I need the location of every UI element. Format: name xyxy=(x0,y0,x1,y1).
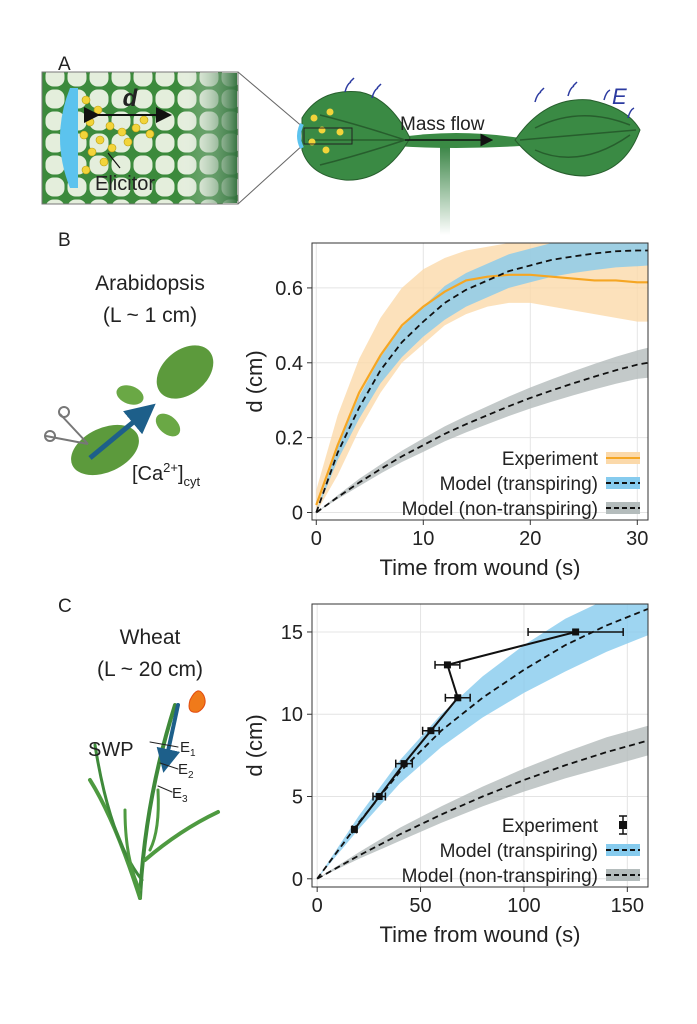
electrode-label: E2 xyxy=(178,761,194,781)
x-tick-label: 20 xyxy=(519,528,541,550)
length-label: (L ~ 1 cm) xyxy=(103,304,197,327)
electrode-text: E xyxy=(178,761,188,778)
x-tick-label: 0 xyxy=(312,895,323,917)
x-tick-label: 10 xyxy=(412,528,434,550)
species-label: Arabidopsis xyxy=(95,272,205,295)
elicitor-symbol: E xyxy=(612,84,627,109)
calcium-label: [Ca2+]cyt xyxy=(132,460,201,489)
data-point xyxy=(443,661,451,669)
y-tick-label: 5 xyxy=(292,787,303,809)
x-tick-label: 100 xyxy=(507,895,540,917)
y-tick-label: 0 xyxy=(292,503,303,525)
leaf-pair xyxy=(237,71,641,235)
elicitor-label: Elicitor xyxy=(95,173,155,195)
y-tick-label: 0.2 xyxy=(275,428,303,450)
panel-label: C xyxy=(58,596,72,617)
panel-label: A xyxy=(58,54,71,75)
model-line xyxy=(315,273,648,506)
y-tick-label: 0.4 xyxy=(275,353,303,375)
y-tick-label: 10 xyxy=(281,704,303,726)
x-tick-label: 0 xyxy=(311,528,322,550)
calcium-sup: 2+ xyxy=(163,460,178,475)
x-tick-label: 30 xyxy=(626,528,648,550)
electrode-label: E1 xyxy=(180,739,196,759)
x-axis-label: Time from wound (s) xyxy=(380,555,581,580)
legend-label: Experiment xyxy=(502,816,599,837)
calcium-close: ] xyxy=(178,463,184,485)
plot-frame xyxy=(311,603,649,888)
electrode-text: E xyxy=(172,785,182,802)
distance-label: d xyxy=(123,85,139,112)
panel-label: B xyxy=(58,230,71,251)
electrode-sub: 2 xyxy=(188,770,194,781)
wheat-drawing xyxy=(88,690,220,900)
y-tick-label: 0 xyxy=(292,869,303,891)
plot-frame xyxy=(311,242,649,521)
data-point xyxy=(572,628,580,636)
confidence-band xyxy=(316,243,648,513)
length-label: (L ~ 20 cm) xyxy=(97,658,203,681)
x-tick-label: 50 xyxy=(409,895,431,917)
data-point xyxy=(400,760,408,768)
confidence-band xyxy=(316,347,648,513)
legend-label: Experiment xyxy=(502,449,599,470)
x-axis-label: Time from wound (s) xyxy=(380,922,581,947)
legend-label: Model (transpiring) xyxy=(440,841,598,862)
plot-content xyxy=(316,604,648,880)
mass-flow-label: Mass flow xyxy=(400,114,485,135)
legend-label: Model (transpiring) xyxy=(440,474,598,495)
confidence-band xyxy=(317,725,648,879)
legend-label: Model (non-transpiring) xyxy=(402,866,598,887)
y-tick-label: 0.6 xyxy=(275,278,303,300)
calcium-base: [Ca xyxy=(132,463,164,485)
data-point xyxy=(427,727,435,735)
model-line xyxy=(316,608,648,880)
species-label: Wheat xyxy=(120,626,181,649)
x-tick-label: 150 xyxy=(611,895,644,917)
legend-label: Model (non-transpiring) xyxy=(402,499,598,520)
calcium-sub: cyt xyxy=(184,474,201,489)
y-tick-label: 15 xyxy=(281,622,303,644)
electrode-label: E3 xyxy=(172,785,188,805)
legend-swatch xyxy=(619,821,627,829)
arabidopsis-drawing xyxy=(44,345,214,476)
y-axis-label: d (cm) xyxy=(242,714,267,776)
y-axis-label: d (cm) xyxy=(242,350,267,412)
plot-content xyxy=(315,243,648,514)
data-point xyxy=(454,694,462,702)
electrode-text: E xyxy=(180,739,190,756)
confidence-band xyxy=(316,243,648,513)
swp-label: SWP xyxy=(88,739,134,761)
electrode-sub: 1 xyxy=(190,748,196,759)
inset xyxy=(41,71,239,205)
electrode-sub: 3 xyxy=(182,794,188,805)
model-line xyxy=(315,249,648,513)
model-line xyxy=(316,739,648,880)
